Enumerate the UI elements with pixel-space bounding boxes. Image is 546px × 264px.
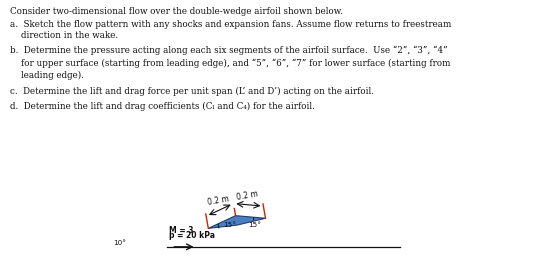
Text: 0.2 m: 0.2 m: [207, 194, 230, 207]
Polygon shape: [209, 216, 265, 228]
Text: leading edge).: leading edge).: [10, 70, 84, 79]
Text: d.  Determine the lift and drag coefficients (Cₗ and C₄) for the airfoil.: d. Determine the lift and drag coefficie…: [10, 101, 314, 111]
Text: p = 20 kPa: p = 20 kPa: [169, 231, 215, 241]
Text: 15°: 15°: [248, 222, 262, 228]
Text: 0.2 m: 0.2 m: [235, 189, 258, 202]
Text: 10°: 10°: [114, 240, 127, 246]
Text: for upper surface (starting from leading edge), and “5”, “6”, “7” for lower surf: for upper surface (starting from leading…: [10, 59, 450, 68]
Text: a.  Sketch the flow pattern with any shocks and expansion fans. Assume flow retu: a. Sketch the flow pattern with any shoc…: [10, 20, 451, 29]
Text: c.  Determine the lift and drag force per unit span (L’ and D’) acting on the ai: c. Determine the lift and drag force per…: [10, 87, 374, 96]
Text: direction in the wake.: direction in the wake.: [10, 31, 118, 40]
Text: b.  Determine the pressure acting along each six segments of the airfoil surface: b. Determine the pressure acting along e…: [10, 46, 448, 55]
Text: 15°: 15°: [223, 222, 236, 228]
Text: M = 3: M = 3: [169, 226, 193, 235]
Text: Consider two-dimensional flow over the double-wedge airfoil shown below.: Consider two-dimensional flow over the d…: [10, 7, 343, 16]
